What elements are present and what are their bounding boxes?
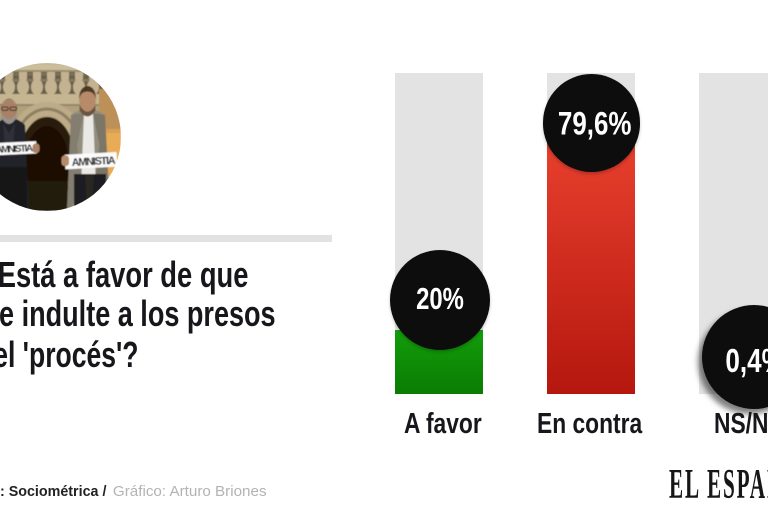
svg-text:AMNISTIA: AMNISTIA [0, 143, 33, 156]
svg-text:AMNISTIA: AMNISTIA [71, 155, 116, 169]
